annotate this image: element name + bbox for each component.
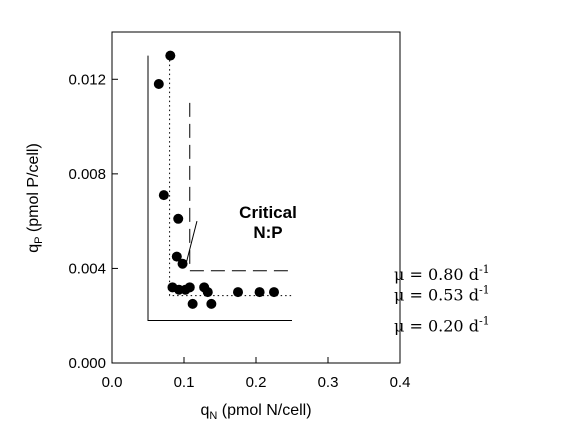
y-tick-label: 0.004 [68,260,106,277]
critical-curves [147,55,292,321]
data-point [206,298,217,309]
y-tick-label: 0.008 [68,166,106,183]
x-tick-label: 0.3 [318,374,339,391]
data-point [254,287,265,298]
curve-dashed [189,102,292,272]
data-point [187,298,198,309]
data-points [153,50,279,309]
data-point [269,287,279,298]
data-point [171,251,182,262]
x-axis-ticks: 0.0 0.1 0.2 0.3 0.4 [102,357,411,391]
y-axis-ticks: 0.000 0.004 0.008 0.012 [68,71,118,372]
data-point [153,79,164,90]
annotation-critical: Critical [239,203,297,222]
data-point [233,287,243,298]
x-tick-label: 0.0 [102,374,123,391]
data-point [184,282,195,293]
growth-rate-label: μ = 0.53 d-1 [394,284,490,305]
data-point [158,190,169,201]
curve-solid [147,55,292,321]
annotation-arrow [184,221,198,267]
growth-rate-labels: μ = 0.80 d-1μ = 0.53 d-1 μ = 0.20 d-1 [394,263,490,336]
data-point [202,287,213,298]
data-point [173,213,184,224]
data-point [177,258,188,269]
y-tick-label: 0.000 [68,355,106,372]
x-axis-label: qN (pmol N/cell) [200,402,311,422]
x-tick-label: 0.4 [390,374,411,391]
curve-dotted [169,55,292,297]
x-tick-label: 0.2 [246,374,267,391]
data-point [165,50,176,61]
growth-rate-label: μ = 0.80 d-1 [394,263,490,284]
y-axis-label: qP (pmol P/cell) [25,143,45,253]
growth-rate-label: μ = 0.20 d-1 [394,314,490,335]
annotation-np: N:P [253,223,282,242]
x-tick-label: 0.1 [174,374,195,391]
y-tick-label: 0.012 [68,71,106,88]
